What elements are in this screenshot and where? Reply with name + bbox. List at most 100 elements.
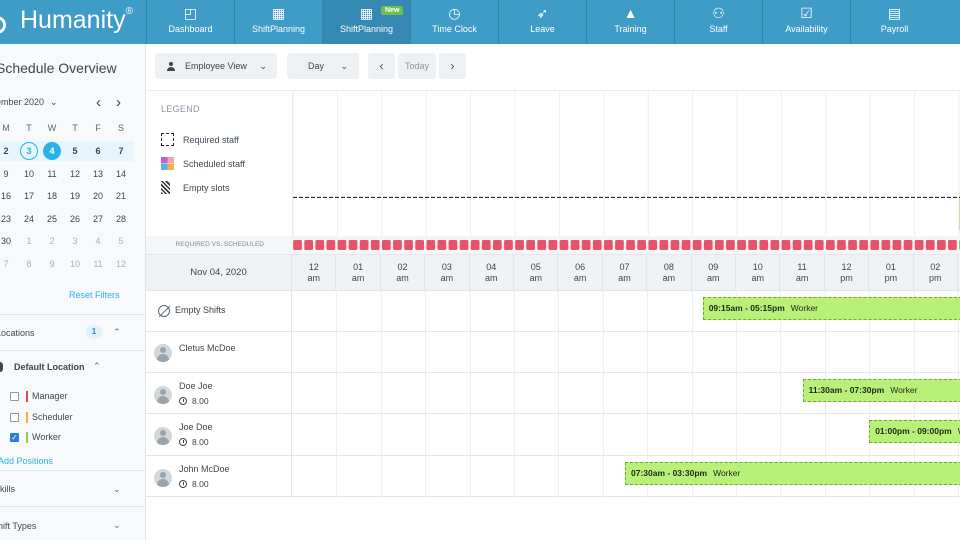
- coverage-slot: [426, 240, 436, 250]
- calendar-day[interactable]: 25: [46, 213, 57, 224]
- locations-label[interactable]: Locations: [0, 328, 35, 338]
- chevron-up-icon[interactable]: ⌃: [113, 327, 121, 337]
- shift-block[interactable]: 01:00pm - 09:00pm Worker: [869, 420, 960, 443]
- sidebar: Schedule Overview ember 2020 ⌄ ‹ › M T W T F…: [0, 44, 146, 540]
- humanity-logo[interactable]: Humanity®: [0, 0, 146, 44]
- nav-staff[interactable]: ⚇ Staff: [674, 0, 762, 44]
- coverage-slot: [393, 240, 402, 250]
- coverage-slot: [703, 240, 713, 250]
- calendar-prev-icon[interactable]: ‹: [96, 94, 101, 111]
- employee-row: Joe Doe 8.00 01:00pm - 09:00pm Worker: [146, 414, 960, 456]
- calendar-day[interactable]: 7: [118, 146, 124, 156]
- divider: [0, 470, 145, 471]
- row-header[interactable]: John McDoe 8.00: [146, 456, 292, 496]
- shift-block[interactable]: 09:15am - 05:15pm Worker: [702, 297, 960, 320]
- hour-gridline: [824, 414, 826, 456]
- hour-gridline: [469, 332, 471, 373]
- reset-filters-link[interactable]: Reset Filters: [69, 290, 120, 300]
- checkbox[interactable]: ✓: [10, 433, 19, 442]
- chevron-down-icon[interactable]: ⌄: [113, 484, 121, 494]
- nav-dashboard[interactable]: ◰ Dashboard: [146, 0, 234, 44]
- calendar-day[interactable]: 21: [115, 191, 126, 202]
- calendar-day[interactable]: 2: [3, 146, 9, 156]
- nav-shiftplanning[interactable]: ▦ ShiftPlanning New: [322, 0, 410, 44]
- nav-payroll[interactable]: ▤ Payroll: [850, 0, 938, 44]
- calendar-day[interactable]: 4: [95, 236, 101, 247]
- ampm-label: pm: [929, 273, 942, 283]
- calendar-day[interactable]: 27: [92, 213, 103, 224]
- calendar-day[interactable]: 6: [95, 146, 101, 156]
- calendar-day[interactable]: 5: [72, 146, 78, 156]
- calendar-day[interactable]: 28: [115, 213, 126, 224]
- calendar-day[interactable]: 5: [118, 236, 124, 247]
- row-header[interactable]: Cletus McDoe: [146, 332, 292, 372]
- calendar-day[interactable]: 18: [46, 191, 57, 202]
- shift-types-label[interactable]: Shift Types: [0, 521, 37, 531]
- calendar-month-label[interactable]: ember 2020: [0, 97, 45, 107]
- calendar-next-icon[interactable]: ›: [116, 94, 121, 111]
- add-positions-link[interactable]: Add Positions: [0, 456, 54, 466]
- calendar-day[interactable]: 7: [3, 259, 9, 269]
- calendar-day[interactable]: 19: [69, 191, 80, 202]
- calendar-day[interactable]: 20: [92, 191, 103, 202]
- calendar-day[interactable]: 2: [49, 236, 55, 247]
- hour-label: 06: [575, 262, 586, 272]
- calendar-day[interactable]: 13: [92, 168, 103, 179]
- row-header[interactable]: Doe Joe 8.00: [146, 373, 292, 413]
- calendar-day[interactable]: 9: [49, 259, 55, 269]
- hour-label: 03: [441, 262, 452, 272]
- shift-block[interactable]: 07:30am - 03:30pm Worker: [625, 462, 960, 485]
- calendar-day[interactable]: 9: [3, 168, 9, 179]
- locations-count-badge: 1: [86, 325, 102, 339]
- next-day-button[interactable]: ›: [439, 53, 466, 79]
- calendar-day[interactable]: 11: [47, 168, 57, 179]
- row-header[interactable]: Joe Doe 8.00: [146, 414, 292, 455]
- employee-view-dropdown[interactable]: Employee View ⌄: [155, 53, 277, 79]
- calendar-day[interactable]: 14: [115, 168, 126, 179]
- calendar-day[interactable]: 24: [23, 213, 34, 224]
- hours-value: 8.00: [192, 396, 209, 406]
- calendar-day[interactable]: 3: [20, 142, 38, 160]
- calendar-day[interactable]: 30: [0, 236, 11, 247]
- calendar-day[interactable]: 4: [43, 142, 61, 160]
- chevron-down-icon[interactable]: ⌄: [50, 97, 58, 107]
- hour-header: 01 pm: [869, 255, 914, 291]
- nav-availability[interactable]: ☑ Availability: [762, 0, 850, 44]
- calendar-day[interactable]: 8: [26, 259, 32, 269]
- today-button[interactable]: Today: [398, 53, 436, 79]
- skills-label[interactable]: Skills: [0, 484, 16, 494]
- nav-label: ShiftPlanning: [339, 24, 394, 34]
- nav-shiftplanning[interactable]: ▦ ShiftPlanning: [234, 0, 322, 44]
- nav-time-clock[interactable]: ◷ Time Clock: [410, 0, 498, 44]
- hour-gridline: [336, 456, 338, 497]
- calendar-day[interactable]: 17: [23, 191, 34, 202]
- calendar-day[interactable]: 10: [23, 168, 34, 179]
- shift-block[interactable]: 11:30am - 07:30pm Worker: [802, 379, 960, 402]
- coverage-slot: [659, 240, 669, 250]
- hour-gridline: [691, 291, 693, 332]
- calendar-day[interactable]: 26: [69, 213, 80, 224]
- hour-gridline: [647, 373, 649, 414]
- coverage-slot: [504, 240, 513, 250]
- calendar-day[interactable]: 10: [69, 259, 80, 269]
- default-location-label[interactable]: Default Location: [14, 362, 85, 372]
- checkbox[interactable]: [10, 412, 19, 422]
- calendar-day[interactable]: 1: [26, 236, 32, 247]
- calendar-day[interactable]: 11: [93, 259, 103, 269]
- nav-training[interactable]: ▲ Training: [586, 0, 674, 44]
- nav-leave[interactable]: ➶ Leave: [498, 0, 586, 44]
- day-view-dropdown[interactable]: Day ⌄: [287, 53, 359, 79]
- row-header[interactable]: Empty Shifts: [146, 291, 292, 331]
- calendar-day[interactable]: 23: [0, 213, 11, 224]
- prev-day-button[interactable]: ‹: [368, 53, 395, 79]
- date-label: Nov 04, 2020: [146, 255, 292, 291]
- calendar-day[interactable]: 16: [0, 191, 11, 202]
- chevron-down-icon[interactable]: ⌄: [113, 520, 121, 530]
- calendar-day[interactable]: 3: [72, 236, 78, 247]
- calendar-day[interactable]: 12: [69, 168, 80, 179]
- checkbox[interactable]: [10, 392, 19, 401]
- calendar-day[interactable]: 12: [115, 259, 126, 269]
- hour-gridline: [380, 373, 382, 414]
- chevron-up-icon[interactable]: ⌃: [93, 361, 101, 371]
